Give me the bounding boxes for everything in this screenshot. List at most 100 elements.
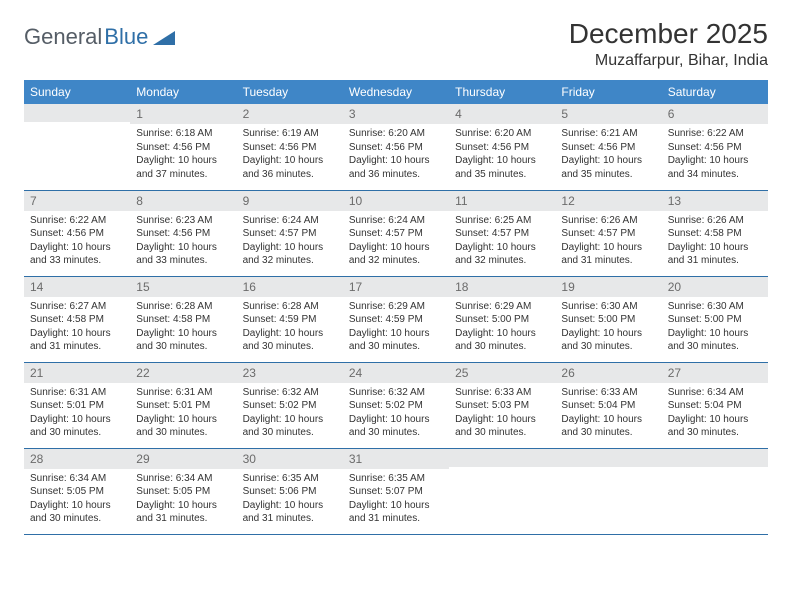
day-number: 4	[449, 104, 555, 124]
sunrise-text: Sunrise: 6:34 AM	[668, 386, 762, 400]
day-number: 24	[343, 363, 449, 383]
logo-triangle-icon	[153, 31, 175, 45]
sunrise-text: Sunrise: 6:32 AM	[349, 386, 443, 400]
day-info: Sunrise: 6:29 AMSunset: 4:59 PMDaylight:…	[343, 297, 449, 358]
sunset-text: Sunset: 4:57 PM	[455, 227, 549, 241]
sunrise-text: Sunrise: 6:22 AM	[30, 214, 124, 228]
day-number: 20	[662, 277, 768, 297]
dayhdr-monday: Monday	[130, 80, 236, 104]
sunset-text: Sunset: 4:56 PM	[136, 227, 230, 241]
sunrise-text: Sunrise: 6:32 AM	[243, 386, 337, 400]
sunrise-text: Sunrise: 6:33 AM	[561, 386, 655, 400]
day-number: 7	[24, 191, 130, 211]
sunset-text: Sunset: 5:01 PM	[30, 399, 124, 413]
daylight-text: Daylight: 10 hours and 31 minutes.	[349, 499, 443, 526]
daylight-text: Daylight: 10 hours and 30 minutes.	[243, 413, 337, 440]
calendar-day-cell: 24Sunrise: 6:32 AMSunset: 5:02 PMDayligh…	[343, 362, 449, 448]
day-number	[555, 449, 661, 467]
daylight-text: Daylight: 10 hours and 31 minutes.	[243, 499, 337, 526]
sunset-text: Sunset: 4:58 PM	[136, 313, 230, 327]
sunrise-text: Sunrise: 6:30 AM	[668, 300, 762, 314]
day-number: 23	[237, 363, 343, 383]
sunset-text: Sunset: 5:03 PM	[455, 399, 549, 413]
day-info: Sunrise: 6:25 AMSunset: 4:57 PMDaylight:…	[449, 211, 555, 272]
brand-part1: General	[24, 24, 102, 50]
day-number: 9	[237, 191, 343, 211]
day-number: 8	[130, 191, 236, 211]
calendar-day-cell	[662, 448, 768, 534]
day-info	[662, 467, 768, 474]
calendar-week-row: 7Sunrise: 6:22 AMSunset: 4:56 PMDaylight…	[24, 190, 768, 276]
day-info: Sunrise: 6:28 AMSunset: 4:58 PMDaylight:…	[130, 297, 236, 358]
sunset-text: Sunset: 4:56 PM	[455, 141, 549, 155]
location-label: Muzaffarpur, Bihar, India	[569, 52, 768, 70]
calendar-day-cell: 7 Sunrise: 6:22 AMSunset: 4:56 PMDaylight…	[24, 190, 130, 276]
sunrise-text: Sunrise: 6:26 AM	[668, 214, 762, 228]
day-number: 12	[555, 191, 661, 211]
day-number	[449, 449, 555, 467]
day-number: 25	[449, 363, 555, 383]
calendar-day-cell: 21Sunrise: 6:31 AMSunset: 5:01 PMDayligh…	[24, 362, 130, 448]
calendar-week-row: 14Sunrise: 6:27 AMSunset: 4:58 PMDayligh…	[24, 276, 768, 362]
day-info: Sunrise: 6:26 AMSunset: 4:58 PMDaylight:…	[662, 211, 768, 272]
sunrise-text: Sunrise: 6:34 AM	[30, 472, 124, 486]
calendar-day-cell: 22Sunrise: 6:31 AMSunset: 5:01 PMDayligh…	[130, 362, 236, 448]
sunset-text: Sunset: 4:56 PM	[30, 227, 124, 241]
sunrise-text: Sunrise: 6:25 AM	[455, 214, 549, 228]
day-number: 3	[343, 104, 449, 124]
sunset-text: Sunset: 5:00 PM	[561, 313, 655, 327]
brand-part2: Blue	[104, 24, 148, 50]
day-info: Sunrise: 6:24 AMSunset: 4:57 PMDaylight:…	[343, 211, 449, 272]
daylight-text: Daylight: 10 hours and 30 minutes.	[136, 413, 230, 440]
sunset-text: Sunset: 4:57 PM	[561, 227, 655, 241]
day-number: 15	[130, 277, 236, 297]
daylight-text: Daylight: 10 hours and 33 minutes.	[30, 241, 124, 268]
calendar-thead: Sunday Monday Tuesday Wednesday Thursday…	[24, 80, 768, 104]
day-info: Sunrise: 6:35 AMSunset: 5:07 PMDaylight:…	[343, 469, 449, 530]
sunrise-text: Sunrise: 6:26 AM	[561, 214, 655, 228]
daylight-text: Daylight: 10 hours and 30 minutes.	[243, 327, 337, 354]
daylight-text: Daylight: 10 hours and 32 minutes.	[243, 241, 337, 268]
day-info: Sunrise: 6:31 AMSunset: 5:01 PMDaylight:…	[24, 383, 130, 444]
day-info: Sunrise: 6:34 AMSunset: 5:04 PMDaylight:…	[662, 383, 768, 444]
sunrise-text: Sunrise: 6:28 AM	[243, 300, 337, 314]
day-number: 13	[662, 191, 768, 211]
calendar-day-cell: 23 Sunrise: 6:32 AMSunset: 5:02 PMDayligh…	[237, 362, 343, 448]
sunset-text: Sunset: 5:06 PM	[243, 485, 337, 499]
day-info: Sunrise: 6:28 AMSunset: 4:59 PMDaylight:…	[237, 297, 343, 358]
daylight-text: Daylight: 10 hours and 30 minutes.	[349, 327, 443, 354]
day-number: 11	[449, 191, 555, 211]
sunset-text: Sunset: 5:02 PM	[243, 399, 337, 413]
day-info: Sunrise: 6:33 AMSunset: 5:04 PMDaylight:…	[555, 383, 661, 444]
day-number: 10	[343, 191, 449, 211]
sunset-text: Sunset: 5:07 PM	[349, 485, 443, 499]
daylight-text: Daylight: 10 hours and 36 minutes.	[243, 154, 337, 181]
sunrise-text: Sunrise: 6:34 AM	[136, 472, 230, 486]
daylight-text: Daylight: 10 hours and 31 minutes.	[136, 499, 230, 526]
calendar-day-cell: 31Sunrise: 6:35 AMSunset: 5:07 PMDayligh…	[343, 448, 449, 534]
day-number: 6	[662, 104, 768, 124]
daylight-text: Daylight: 10 hours and 37 minutes.	[136, 154, 230, 181]
sunrise-text: Sunrise: 6:27 AM	[30, 300, 124, 314]
day-number: 22	[130, 363, 236, 383]
sunrise-text: Sunrise: 6:29 AM	[349, 300, 443, 314]
calendar-day-cell: 28Sunrise: 6:34 AMSunset: 5:05 PMDayligh…	[24, 448, 130, 534]
daylight-text: Daylight: 10 hours and 32 minutes.	[455, 241, 549, 268]
day-number: 21	[24, 363, 130, 383]
day-info: Sunrise: 6:34 AMSunset: 5:05 PMDaylight:…	[130, 469, 236, 530]
dayhdr-thursday: Thursday	[449, 80, 555, 104]
day-number: 29	[130, 449, 236, 469]
sunset-text: Sunset: 5:02 PM	[349, 399, 443, 413]
sunrise-text: Sunrise: 6:24 AM	[243, 214, 337, 228]
sunrise-text: Sunrise: 6:35 AM	[349, 472, 443, 486]
day-info: Sunrise: 6:20 AMSunset: 4:56 PMDaylight:…	[449, 124, 555, 185]
daylight-text: Daylight: 10 hours and 30 minutes.	[136, 327, 230, 354]
day-info: Sunrise: 6:23 AMSunset: 4:56 PMDaylight:…	[130, 211, 236, 272]
calendar-body: 1Sunrise: 6:18 AMSunset: 4:56 PMDaylight…	[24, 104, 768, 534]
dayhdr-friday: Friday	[555, 80, 661, 104]
day-info: Sunrise: 6:18 AMSunset: 4:56 PMDaylight:…	[130, 124, 236, 185]
calendar-day-cell: 11Sunrise: 6:25 AMSunset: 4:57 PMDayligh…	[449, 190, 555, 276]
calendar-day-cell: 8Sunrise: 6:23 AMSunset: 4:56 PMDaylight…	[130, 190, 236, 276]
calendar-week-row: 21Sunrise: 6:31 AMSunset: 5:01 PMDayligh…	[24, 362, 768, 448]
day-number: 30	[237, 449, 343, 469]
